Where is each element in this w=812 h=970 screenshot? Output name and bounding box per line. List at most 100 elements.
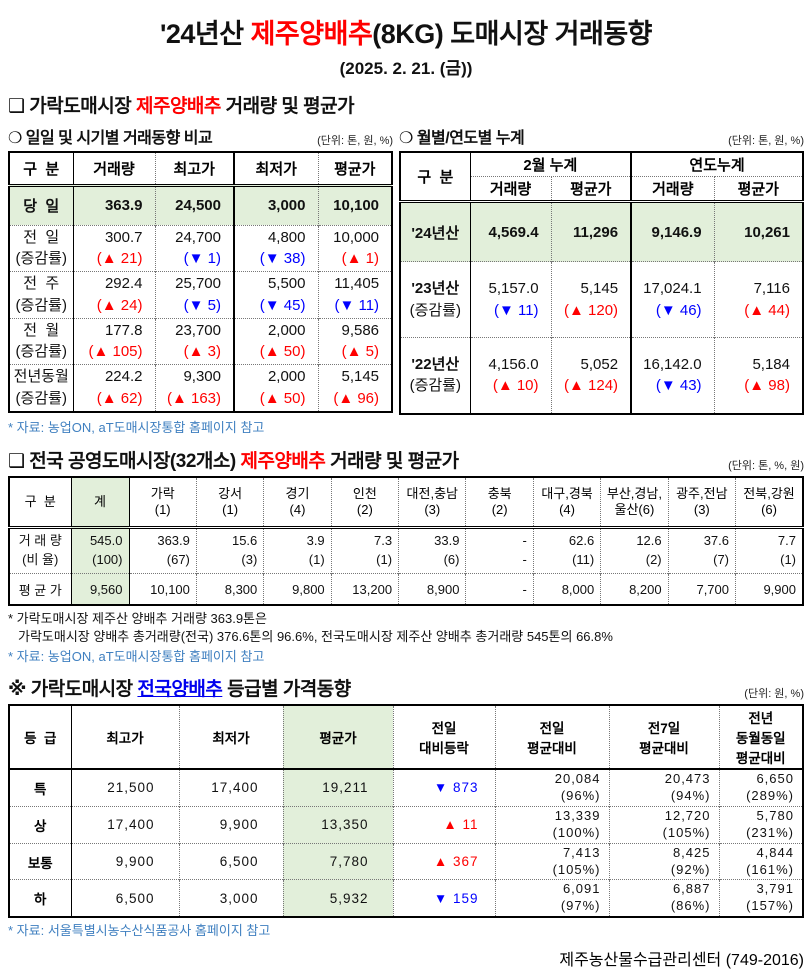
col-header: 최저가	[179, 705, 284, 770]
cumulative-heading-row: ❍ 월별/연도별 누계 (단위: 톤, 원, %)	[399, 124, 804, 148]
cell-value: 8,000	[533, 573, 602, 606]
grade-row: 보통 9,900 6,500 7,780 ▲ 367 7,413 (105%) …	[9, 843, 803, 880]
change-value: (▲ 124)	[564, 377, 619, 395]
group-header: 2월 누계	[470, 152, 633, 177]
change-value: ▼ 159	[433, 890, 479, 906]
cell-value: 9,900	[71, 843, 180, 880]
cumulative-block: ❍ 월별/연도별 누계 (단위: 톤, 원, %) 구 분 2월 누계 연도누계…	[399, 120, 804, 415]
title-post: (8KG) 도매시장 거래동향	[372, 19, 653, 49]
change-value: (▲ 105)	[88, 343, 143, 361]
col-header: 최고가	[155, 152, 235, 185]
cell-value: 9,800	[263, 573, 332, 606]
col-header: 대전,충남 (3)	[398, 477, 467, 528]
cell-value: 5,780 (231%)	[746, 807, 794, 840]
row-label: 특	[9, 769, 72, 807]
cell-value: 300.7 (▲ 21)	[73, 225, 156, 272]
cell-value: 363.9	[73, 185, 156, 225]
table-row: 전 일 (증감률) 300.7 (▲ 21) 24,700 (▼ 1) 4,800 (▼…	[9, 225, 393, 272]
row-label: '23년산 (증감률)	[400, 261, 471, 338]
section1-heading-row: ❑ 가락도매시장 제주양배추 거래량 및 평균가	[8, 91, 804, 118]
table-subheader-row: 거래량 평균가 거래량 평균가	[400, 176, 803, 202]
col-header: 등 급	[9, 705, 72, 770]
col-header: 최고가	[71, 705, 180, 770]
cell-value: --	[465, 527, 534, 574]
cell-value: 5,932	[283, 879, 394, 918]
cell-value: 17,400	[71, 806, 180, 844]
cell-value: 6,500	[179, 843, 284, 880]
footnote-line2: 가락도매시장 양배추 총거래량(전국) 376.6톤의 96.6%, 전국도매시…	[18, 629, 613, 645]
row-label: 당 일	[9, 185, 74, 225]
cell-value: 2,000 (▲ 50)	[234, 364, 319, 412]
change-value: (▼ 11)	[334, 296, 380, 314]
daily-trend-title: ❍ 일일 및 시기별 거래동향 비교	[8, 130, 213, 147]
cell-value: 545.0 (100)	[71, 527, 130, 574]
cell-value: 33.9 (6)	[398, 527, 467, 574]
change-value: (▲ 98)	[744, 377, 790, 395]
cell-value: 292.4 (▲ 24)	[73, 271, 156, 318]
cell-value: 6,887 (86%)	[609, 879, 720, 918]
col-header: 대구,경북 (4)	[533, 477, 602, 528]
daily-trend-table: 구 분 거래량 최고가 최저가 평균가 당 일 363.9 24,500 3,0…	[8, 151, 394, 413]
change-value: (▲ 24)	[96, 296, 143, 314]
cell-value: 3,791 (157%)	[746, 881, 794, 914]
col-header: 구 분	[9, 152, 74, 185]
daily-trend-unit: (단위: 톤, 원, %)	[317, 135, 394, 147]
change-value: (▲ 21)	[96, 250, 143, 268]
table-row: '22년산 (증감률) 4,156.0 (▲ 10) 5,052 (▲ 124) 16…	[400, 337, 803, 414]
section2-unit: (단위: 톤, %, 원)	[728, 460, 804, 473]
volume-row: 거 래 량 (비 율) 545.0 (100) 363.9 (67) 15.6 (3) …	[9, 527, 803, 574]
cell-value: 9,900	[179, 806, 284, 844]
average-price-row: 평 균 가 9,560 10,100 8,300 9,800 13,200 8,…	[9, 573, 803, 606]
cell-value: 17,400	[179, 769, 284, 807]
grade-row: 특 21,500 17,400 19,211 ▼ 873 20,084 (96%…	[9, 769, 803, 807]
cell-value: 9,900	[763, 581, 796, 597]
cell-value: 10,100	[129, 573, 197, 606]
title-highlight: 제주양배추	[250, 19, 373, 49]
report-date: (2025. 2. 21. (금))	[339, 59, 473, 78]
col-header: 전북,강원 (6)	[743, 485, 795, 518]
cell-value: 9,300 (▲ 163)	[155, 364, 235, 412]
change-value: (▲ 163)	[166, 389, 221, 407]
cell-value: 7,780	[283, 843, 394, 880]
cell-value: 7,116 (▲ 44)	[714, 262, 803, 338]
change-value: (▲ 10)	[492, 377, 539, 395]
col-header: 최저가	[234, 152, 319, 185]
cell-value: 11,405 (▼ 11)	[318, 272, 392, 319]
cell-value: 8,200	[600, 573, 669, 606]
cell-value: 25,700 (▼ 5)	[155, 271, 235, 318]
cell-value: 13,200	[331, 573, 400, 606]
footnote-line1: * 가락도매시장 제주산 양배추 거래량 363.9톤은	[8, 611, 267, 627]
cell-value: 5,052 (▲ 124)	[551, 337, 633, 414]
source-note-section2: * 자료: 농업ON, aT도매시장통합 홈페이지 참고	[8, 649, 265, 665]
change-value: (▼ 5)	[183, 296, 221, 314]
change-value: (▼ 11)	[493, 301, 539, 319]
cell-value: 3.9 (1)	[263, 527, 332, 574]
cell-value: 23,700 (▲ 3)	[155, 318, 235, 365]
current-year-row: '24년산 4,569.4 11,296 9,146.9 10,261	[400, 201, 803, 262]
cell-value: 5,145 (▲ 96)	[318, 365, 392, 412]
col-header: 광주,전남 (3)	[668, 477, 737, 528]
cell-value: 7,700	[668, 573, 737, 606]
col-header: 거래량	[631, 176, 715, 202]
cell-value: 21,500	[71, 769, 180, 807]
cell-value: 11,296	[551, 201, 633, 262]
grade-row: 상 17,400 9,900 13,350 ▲ 11 13,339 (100%)…	[9, 806, 803, 844]
national-cabbage-link[interactable]: 전국양배추	[137, 679, 223, 701]
table-row: 전 월 (증감률) 177.8 (▲ 105) 23,700 (▲ 3) 2,000(…	[9, 318, 393, 365]
cell-value: 3,000	[179, 879, 284, 918]
cell-value: -	[465, 573, 534, 606]
cell-value: 24,500	[155, 185, 235, 225]
title-pre: '24년산	[159, 19, 251, 49]
cell-value: 6,500	[71, 879, 180, 918]
col-header: 계	[71, 477, 130, 528]
section3-heading-row: ※ 가락도매시장 전국양배추 등급별 가격동향 (단위: 원, %)	[8, 674, 804, 701]
col-header: 경기 (4)	[263, 477, 332, 528]
table-row: 전 주 (증감률) 292.4 (▲ 24) 25,700 (▼ 5) 5,500 (▼…	[9, 271, 393, 319]
cell-value: 62.6 (11)	[533, 527, 602, 574]
section3-unit: (단위: 원, %)	[744, 688, 804, 701]
row-label: 전 월 (증감률)	[9, 318, 74, 365]
cell-value: 7,413 (105%)	[495, 843, 610, 880]
cell-value: 13,339 (100%)	[495, 806, 610, 844]
change-value: (▲ 3)	[183, 343, 221, 361]
